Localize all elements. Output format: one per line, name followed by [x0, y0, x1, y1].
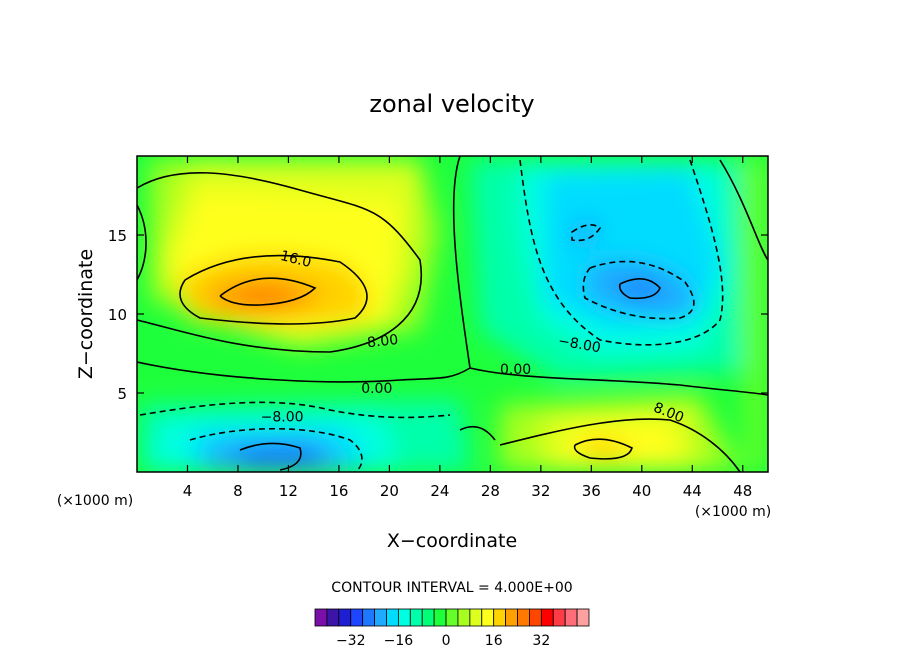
- negative-contour-line: [139, 401, 451, 419]
- contour-line: [137, 172, 423, 353]
- y-axis: 5 10 15: [108, 227, 768, 403]
- x-tick-label: 16: [329, 482, 348, 500]
- colorbar-swatch: [362, 608, 375, 627]
- plot-field: [137, 156, 768, 472]
- contour-line: [499, 418, 741, 472]
- colorbar-tick-label: −32: [336, 633, 366, 649]
- y-axis-label: Z−coordinate: [75, 249, 97, 379]
- x-tick-label: 28: [481, 482, 500, 500]
- x-tick-label: 32: [531, 482, 550, 500]
- field-region: [572, 224, 600, 241]
- colorbar: −32 −16 0 16 32: [314, 608, 590, 649]
- colorbar-swatch: [457, 608, 471, 627]
- negative-contour-line: [582, 260, 695, 320]
- y-tick-label: 5: [117, 385, 127, 403]
- field-region: [620, 279, 660, 298]
- colorbar-swatch: [350, 608, 364, 627]
- x-tick-label: 40: [632, 482, 651, 500]
- colorbar-swatch: [421, 608, 435, 627]
- contour-line: [219, 277, 317, 306]
- colorbar-swatch: [517, 608, 530, 627]
- contour-label: −8.00: [557, 333, 602, 356]
- field-region: [232, 286, 300, 305]
- contour-line: [137, 156, 471, 383]
- y-tick-label: 10: [108, 306, 127, 324]
- contour-line: [137, 204, 147, 281]
- negative-contour-line: [571, 224, 602, 242]
- x-tick-label: 20: [380, 482, 399, 500]
- negative-contour-line: [189, 428, 363, 472]
- x-axis: 4 8 12 16 20 24 28 32 36 40 44 48: [183, 156, 752, 500]
- contour-label: −8.00: [261, 409, 304, 425]
- x-tick-label: 44: [683, 482, 702, 500]
- colorbar-tick-label: 16: [485, 633, 503, 649]
- colorbar-swatch: [314, 608, 328, 627]
- contour-line: [469, 367, 768, 396]
- colorbar-swatch: [564, 608, 578, 627]
- colorbar-swatch: [505, 608, 518, 627]
- colorbar-swatch: [445, 608, 459, 627]
- contour-line: [573, 438, 633, 460]
- colorbar-tick-label: 0: [442, 633, 451, 649]
- colorbar-swatch: [338, 608, 352, 627]
- colorbar-swatch: [397, 608, 411, 627]
- x-units-left: (×1000 m): [57, 493, 133, 509]
- colorbar-swatch: [529, 608, 542, 627]
- field-region: [578, 438, 632, 459]
- negative-contour-line: [519, 159, 724, 346]
- colorbar-tick-label: −16: [384, 633, 414, 649]
- x-tick-label: 8: [233, 482, 243, 500]
- contour-label: 0.00: [361, 381, 392, 397]
- contour-line: [179, 254, 368, 325]
- contour-line: [459, 425, 496, 441]
- contour-label: 8.00: [366, 332, 399, 351]
- colorbar-swatch: [469, 608, 483, 627]
- contour-line: [719, 159, 768, 261]
- contour-interval-text: CONTOUR INTERVAL = 4.000E+00: [331, 580, 572, 596]
- colorbar-swatch: [374, 608, 387, 627]
- colorbar-swatch: [493, 608, 507, 627]
- colorbar-swatch: [386, 608, 399, 627]
- y-tick-label: 15: [108, 227, 127, 245]
- colorbar-swatch: [409, 608, 423, 627]
- x-units-right: (×1000 m): [695, 504, 771, 520]
- contour-line: [239, 442, 302, 471]
- colorbar-swatch: [576, 608, 590, 627]
- x-axis-label: X−coordinate: [387, 530, 517, 552]
- colorbar-swatch: [540, 608, 554, 627]
- x-tick-label: 12: [279, 482, 298, 500]
- colorbar-swatch: [433, 608, 447, 627]
- chart-title: zonal velocity: [369, 90, 534, 118]
- colorbar-tick-label: 32: [532, 633, 550, 649]
- colorbar-swatch: [552, 608, 566, 627]
- x-tick-label: 24: [430, 482, 449, 500]
- x-tick-label: 36: [582, 482, 601, 500]
- x-tick-label: 4: [183, 482, 193, 500]
- field-region: [240, 442, 330, 470]
- colorbar-swatch: [481, 608, 495, 627]
- contour-label: 0.00: [500, 362, 531, 378]
- contour-label: 16.0: [279, 248, 313, 271]
- x-tick-label: 48: [733, 482, 752, 500]
- colorbar-swatch: [326, 608, 340, 627]
- contour-line: [618, 278, 661, 300]
